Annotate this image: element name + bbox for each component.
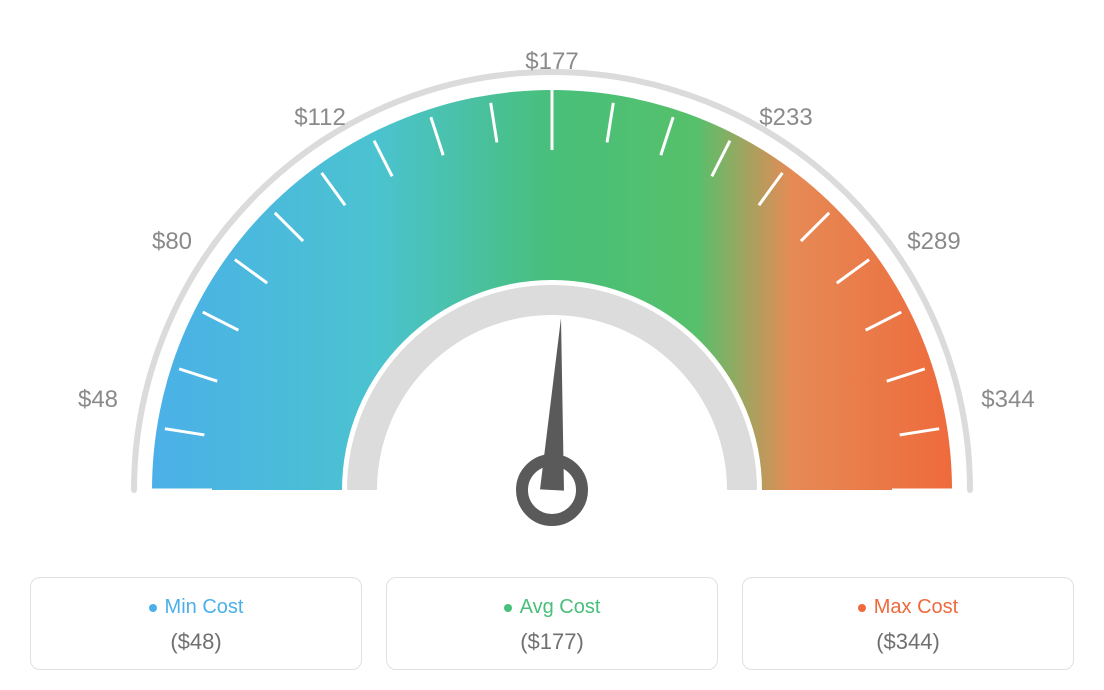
legend-title-avg: Avg Cost (397, 596, 707, 619)
legend-title-text: Max Cost (874, 596, 958, 618)
legend-title-text: Avg Cost (520, 596, 601, 618)
legend-value-min: ($48) (41, 629, 351, 655)
legend-title-min: Min Cost (41, 596, 351, 619)
gauge-tick-label: $48 (78, 386, 118, 414)
legend-value-max: ($344) (753, 629, 1063, 655)
gauge-needle (522, 318, 582, 520)
dot-icon (858, 604, 866, 612)
gauge-tick-label: $344 (981, 386, 1034, 414)
dot-icon (149, 604, 157, 612)
legend-card-max: Max Cost ($344) (742, 577, 1074, 670)
legend-value-avg: ($177) (397, 629, 707, 655)
gauge-tick-label: $112 (294, 104, 346, 132)
dot-icon (504, 604, 512, 612)
gauge-svg (52, 20, 1052, 560)
gauge-tick-label: $289 (907, 228, 960, 256)
legend-title-text: Min Cost (165, 596, 244, 618)
gauge-tick-label: $177 (525, 48, 578, 76)
gauge-tick-label: $233 (759, 104, 812, 132)
gauge-chart: $48 $80 $112 $177 $233 $289 $344 (0, 0, 1104, 560)
legend-card-min: Min Cost ($48) (30, 577, 362, 670)
gauge-tick-label: $80 (152, 228, 192, 256)
legend-row: Min Cost ($48) Avg Cost ($177) Max Cost … (30, 577, 1074, 670)
legend-title-max: Max Cost (753, 596, 1063, 619)
legend-card-avg: Avg Cost ($177) (386, 577, 718, 670)
